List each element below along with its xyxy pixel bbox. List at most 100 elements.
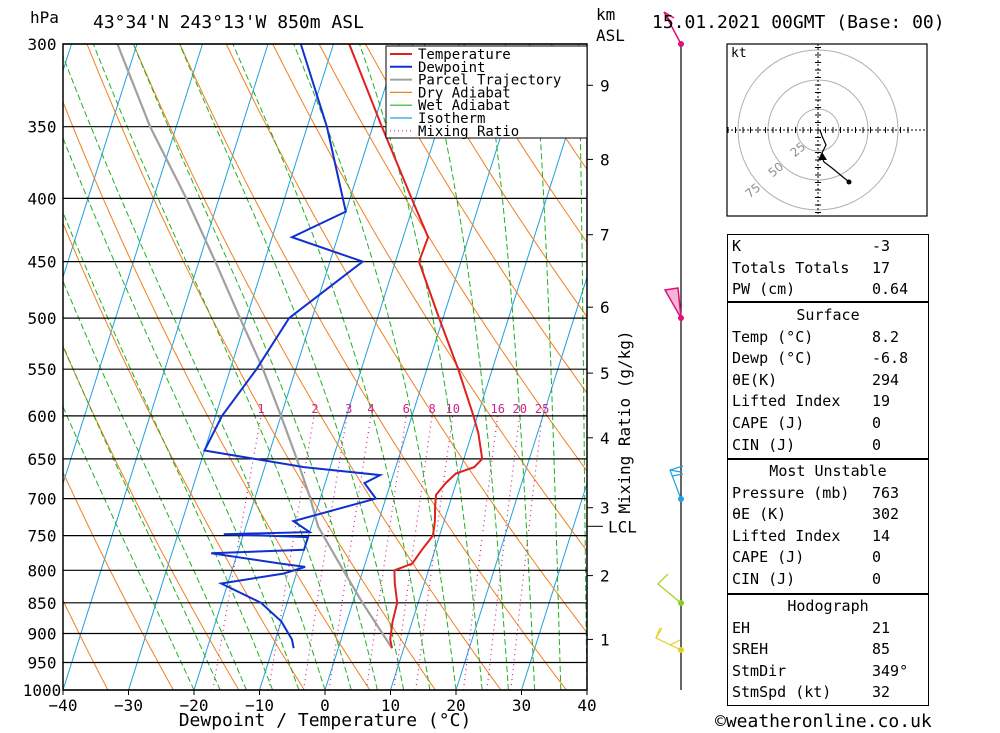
profiles <box>116 44 484 649</box>
hodograph-unit-label: kt <box>731 46 747 61</box>
legend-item: Temperature <box>418 47 511 63</box>
isotherm-line <box>193 44 400 690</box>
isotherm-line <box>259 44 465 690</box>
mu-row-li: Lifted Index 14 <box>732 526 891 545</box>
wet-adiabat-line <box>482 44 536 690</box>
legend-item: Wet Adiabat <box>418 98 511 114</box>
wet-adiabat-line <box>533 44 562 690</box>
temperature-tick-label: −30 <box>114 696 143 715</box>
isotherm-line <box>324 44 531 690</box>
mixing-ratio-label: 10 <box>445 402 459 416</box>
isotherm-line <box>63 44 269 690</box>
temperature-tick-label: 10 <box>381 696 400 715</box>
legend-item: Dewpoint <box>418 60 485 76</box>
km-tick-label: 1 <box>600 630 610 649</box>
temperature-tick-label: 0 <box>320 696 330 715</box>
pressure-tick-label: 350 <box>28 118 57 137</box>
wet-adiabat-line <box>423 44 509 690</box>
mixing-ratio-title: Mixing Ratio (g/kg) <box>615 330 634 513</box>
pressure-tick-label: 850 <box>28 594 57 613</box>
pressure-tick-label: 750 <box>28 527 57 546</box>
wind-barb-850 <box>657 573 682 604</box>
temperature-tick-label: 20 <box>446 696 465 715</box>
pressure-tick-label: 950 <box>28 654 57 673</box>
index-row-totals: Totals Totals 17 <box>732 258 891 277</box>
mu-row-thetae: θE (K) 302 <box>732 505 900 524</box>
pressure-tick-label: 550 <box>28 360 57 379</box>
mu-row-cin: CIN (J) 0 <box>732 569 882 588</box>
mixing-ratio-line <box>302 415 348 690</box>
wet-adiabat-line <box>63 54 326 690</box>
most-unstable-title: Most Unstable <box>769 462 887 480</box>
index-row-k: K -3 <box>732 237 891 255</box>
dry-adiabat-line <box>63 100 371 690</box>
x-axis-title: Dewpoint / Temperature (°C) <box>179 710 472 731</box>
asl-label: ASL <box>596 26 625 45</box>
km-tick-label: 6 <box>600 298 610 317</box>
hodo-row-eh: EH 21 <box>732 618 891 637</box>
km-tick-label: 2 <box>600 567 610 586</box>
isotherm-line <box>390 69 587 690</box>
mu-row-cape: CAPE (J) 0 <box>732 548 882 567</box>
km-tick-label: 8 <box>600 150 610 169</box>
mixing-ratio-label: 4 <box>367 402 374 416</box>
hodograph-indices-box: Hodograph EH 21 SREH 85 StmDir 349° StmSpd … <box>727 594 929 706</box>
surface-row-li: Lifted Index 19 <box>732 392 891 411</box>
mixing-ratio-label: 1 <box>257 402 264 416</box>
basic-indices-table: K -3 Totals Totals 17 PW (cm) 0.64 <box>728 236 928 301</box>
hpa-label: hPa <box>30 8 59 27</box>
mixing-ratio-label: 16 <box>490 402 504 416</box>
wind-barb-925 <box>655 627 682 651</box>
mixing-ratio-label: 2 <box>311 402 318 416</box>
pressure-tick-label: 800 <box>28 561 57 580</box>
pressure-grid <box>63 43 587 691</box>
surface-row-dewp: Dewp (°C) -6.8 <box>732 349 909 368</box>
mixing-ratio-line <box>365 415 407 690</box>
wet-adiabat-line <box>293 44 457 690</box>
dry-adiabat-line <box>365 44 587 394</box>
temperature-tick-label: 40 <box>577 696 596 715</box>
hodograph: kt 25 50 75 <box>726 43 928 217</box>
temperature-tick-label: −20 <box>180 696 209 715</box>
copyright: ©weatheronline.co.uk <box>715 711 932 732</box>
lcl-label: LCL <box>608 517 637 536</box>
surface-table: Surface Temp (°C) 8.2 Dewp (°C) -6.8 θE(K)… <box>728 305 928 456</box>
surface-row-thetae: θE(K) 294 <box>732 370 900 389</box>
wet-adiabat-line <box>578 44 587 690</box>
km-tick-label: 9 <box>600 76 610 95</box>
legend-item: Mixing Ratio <box>418 124 519 140</box>
hodograph-indices-table: Hodograph EH 21 SREH 85 StmDir 349° StmSpd … <box>728 596 928 704</box>
isotherm-line <box>0 44 6 690</box>
wind-barb-700 <box>669 465 684 500</box>
km-tick-label: 5 <box>600 364 610 383</box>
mixing-ratio-label: 20 <box>512 402 526 416</box>
pressure-tick-label: 400 <box>28 189 57 208</box>
most-unstable-box: Most Unstable Pressure (mb) 763 θE (K) 302… <box>727 459 929 594</box>
isotherm-line <box>455 275 587 690</box>
legend-item: Parcel Trajectory <box>418 73 561 89</box>
pressure-tick-label: 600 <box>28 407 57 426</box>
dry-adiabat-line <box>457 44 587 244</box>
km-tick-label: 4 <box>600 429 610 448</box>
location-title: 43°34'N 243°13'W 850m ASL <box>93 12 364 33</box>
isotherm-line <box>521 481 587 690</box>
storm-motion-marker <box>818 152 827 160</box>
mixing-ratio-line <box>268 415 315 690</box>
surface-row-temp: Temp (°C) 8.2 <box>732 327 900 346</box>
surface-row-cin: CIN (J) 0 <box>732 435 882 454</box>
wet-adiabat-line <box>92 44 352 690</box>
km-label: km <box>596 5 615 24</box>
dry-adiabat-line <box>225 44 587 634</box>
surface-title: Surface <box>796 306 860 324</box>
mixing-ratio-line <box>328 415 372 690</box>
temperature-line <box>348 44 484 649</box>
km-tick-label: 3 <box>600 499 610 518</box>
index-row-pw: PW (cm) 0.64 <box>732 280 909 299</box>
legend-item: Dry Adiabat <box>418 85 511 101</box>
date-title: 15.01.2021 00GMT (Base: 00) <box>652 12 945 33</box>
temperature-tick-label: −10 <box>245 696 274 715</box>
hodo-row-stmspd: StmSpd (kt) 32 <box>732 683 891 702</box>
pressure-tick-label: 450 <box>28 253 57 272</box>
